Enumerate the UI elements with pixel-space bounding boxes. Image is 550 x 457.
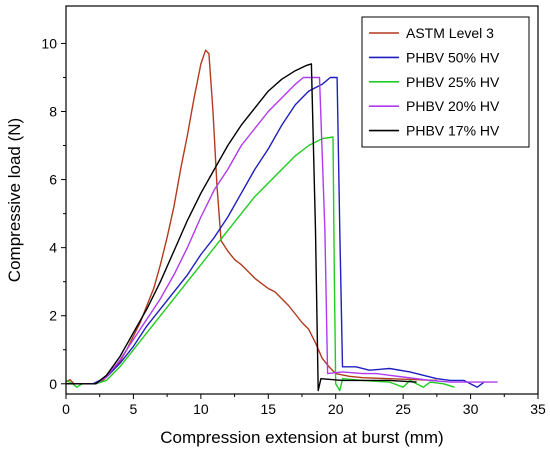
x-tick-label: 10 bbox=[193, 401, 209, 417]
legend-label: PHBV 17% HV bbox=[406, 123, 500, 139]
x-axis-label: Compression extension at burst (mm) bbox=[160, 428, 443, 447]
x-tick-label: 5 bbox=[130, 401, 138, 417]
series-line-1 bbox=[66, 49, 437, 385]
series-layer bbox=[66, 49, 498, 392]
y-tick-label: 0 bbox=[49, 376, 57, 392]
x-tick-label: 20 bbox=[328, 401, 344, 417]
legend-label: PHBV 50% HV bbox=[406, 49, 500, 65]
y-tick-label: 6 bbox=[49, 172, 57, 188]
legend: ASTM Level 3 PHBV 50% HV PHBV 25% HV PHBV 2… bbox=[361, 16, 530, 148]
legend-label: PHBV 20% HV bbox=[406, 98, 500, 114]
x-tick-label: 35 bbox=[530, 401, 546, 417]
series-line-2 bbox=[66, 76, 485, 388]
x-tick-label: 15 bbox=[260, 401, 276, 417]
y-tick-label: 2 bbox=[49, 308, 57, 324]
series-line-5 bbox=[66, 63, 417, 392]
y-axis-ticks: 0 2 4 6 8 10 bbox=[41, 35, 66, 392]
y-axis-label: Compressive load (N) bbox=[5, 118, 24, 282]
x-tick-label: 0 bbox=[62, 401, 70, 417]
x-tick-label: 25 bbox=[395, 401, 411, 417]
x-tick-label: 30 bbox=[463, 401, 479, 417]
x-axis-ticks: 0 5 10 15 20 25 30 35 bbox=[62, 394, 546, 417]
series-line-3 bbox=[66, 136, 455, 392]
y-tick-label: 8 bbox=[49, 104, 57, 120]
series-line-4 bbox=[66, 76, 498, 385]
y-tick-label: 10 bbox=[41, 35, 57, 51]
y-tick-label: 4 bbox=[49, 240, 57, 256]
legend-label: PHBV 25% HV bbox=[406, 74, 500, 90]
legend-label: ASTM Level 3 bbox=[406, 25, 494, 41]
